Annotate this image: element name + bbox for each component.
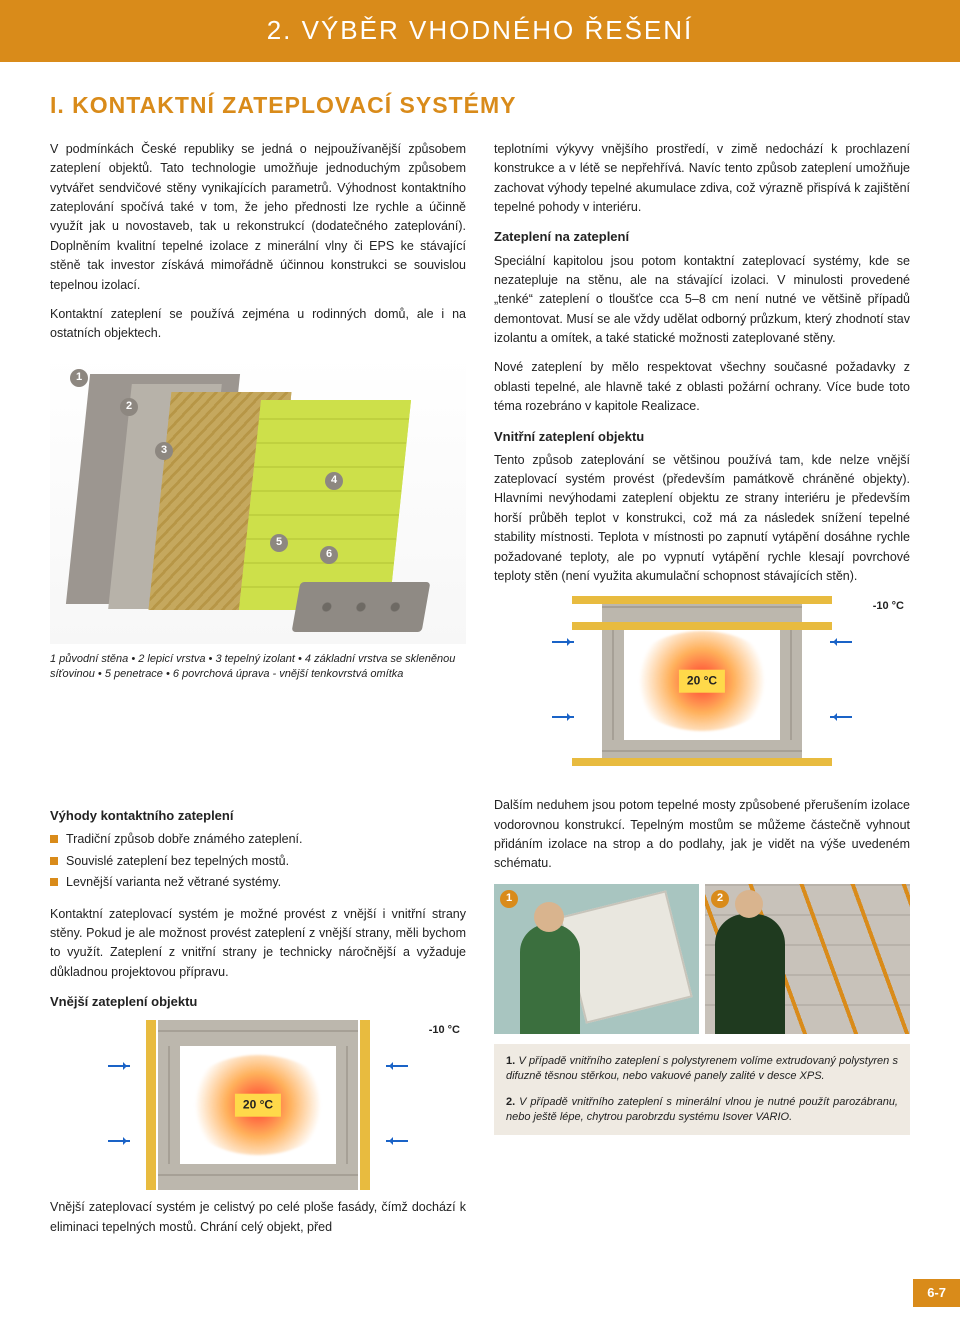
- figure-thermal-exterior: 20 °C -10 °C: [50, 1020, 466, 1190]
- upper-columns: V podmínkách České republiky se jedná o …: [50, 140, 910, 774]
- slab-bottom: [158, 1164, 358, 1190]
- note-1: 1. V případě vnitřního zateplení s polys…: [506, 1054, 898, 1085]
- banner-title: 2. VÝBĚR VHODNÉHO ŘEŠENÍ: [267, 15, 694, 45]
- temp-inside-label: 20 °C: [235, 1094, 281, 1117]
- left-column: V podmínkách České republiky se jedná o …: [50, 140, 466, 774]
- arrow-icon: [552, 716, 574, 718]
- right-column-lower: Dalším neduhem jsou potom tepelné mosty …: [494, 796, 910, 1247]
- right-column: teplotními výkyvy vnějšího prostředí, v …: [494, 140, 910, 774]
- photo-interior-insulation-1: 1: [494, 884, 699, 1034]
- heading-zatepleni-na-zatepleni: Zateplení na zateplení: [494, 227, 910, 247]
- right-p5: Dalším neduhem jsou potom tepelné mosty …: [494, 796, 910, 874]
- left-column-lower: Výhody kontaktního zateplení Tradiční zp…: [50, 796, 466, 1247]
- arrow-icon: [386, 1140, 408, 1142]
- callout-3: 3: [155, 442, 173, 460]
- temp-outside-label: -10 °C: [873, 598, 904, 615]
- callout-1: 1: [70, 369, 88, 387]
- arrow-icon: [830, 716, 852, 718]
- photo-tag-2: 2: [711, 890, 729, 908]
- notes-box: 1. V případě vnitřního zateplení s polys…: [494, 1044, 910, 1136]
- advantage-item: Souvislé zateplení bez tepelných mostů.: [50, 852, 466, 871]
- worker-silhouette: [520, 924, 580, 1034]
- note-2-label: 2.: [506, 1096, 515, 1108]
- arrow-icon: [108, 1140, 130, 1142]
- sample-brick: [292, 582, 431, 632]
- advantage-item: Tradiční způsob dobře známého zateplení.: [50, 830, 466, 849]
- layer-basecoat: [239, 400, 411, 610]
- note-1-label: 1.: [506, 1055, 515, 1067]
- lower-columns: Výhody kontaktního zateplení Tradiční zp…: [50, 796, 910, 1247]
- arrow-icon: [386, 1065, 408, 1067]
- heading-advantages: Výhody kontaktního zateplení: [50, 806, 466, 826]
- wall-left: [158, 1046, 180, 1164]
- right-p2: Speciální kapitolou jsou potom kontaktní…: [494, 252, 910, 349]
- heading-vnejsi-zatepleni: Vnější zateplení objektu: [50, 992, 466, 1012]
- left-p3: Kontaktní zateplovací systém je možné pr…: [50, 905, 466, 983]
- insulation-strip: [360, 1020, 370, 1190]
- worker-silhouette: [715, 914, 785, 1034]
- callout-2: 2: [120, 398, 138, 416]
- section-title: I. KONTAKTNÍ ZATEPLOVACÍ SYSTÉMY: [50, 88, 910, 124]
- right-p4: Tento způsob zateplování se většinou pou…: [494, 451, 910, 587]
- page-banner: 2. VÝBĚR VHODNÉHO ŘEŠENÍ: [0, 0, 960, 62]
- arrow-icon: [552, 641, 574, 643]
- insulation-strip: [572, 596, 832, 604]
- note-2-text: V případě vnitřního zateplení s mineráln…: [506, 1096, 898, 1123]
- left-p1: V podmínkách České republiky se jedná o …: [50, 140, 466, 295]
- figure1-caption: 1 původní stěna • 2 lepicí vrstva • 3 te…: [50, 652, 466, 683]
- arrow-icon: [830, 641, 852, 643]
- wall-right: [336, 1046, 358, 1164]
- slab-top: [158, 1020, 358, 1046]
- callout-6: 6: [320, 546, 338, 564]
- wall-left: [602, 622, 624, 740]
- insulation-strip: [572, 758, 832, 766]
- heading-vnitrni-zatepleni: Vnitřní zateplení objektu: [494, 427, 910, 447]
- advantages-list: Tradiční způsob dobře známého zateplení.…: [50, 830, 466, 892]
- temp-outside-label: -10 °C: [429, 1022, 460, 1039]
- right-p3: Nové zateplení by mělo respektovat všech…: [494, 358, 910, 416]
- wall-right: [780, 622, 802, 740]
- callout-4: 4: [325, 472, 343, 490]
- insulation-strip: [572, 622, 832, 630]
- note-1-text: V případě vnitřního zateplení s polystyr…: [506, 1055, 898, 1082]
- insulation-strip: [146, 1020, 156, 1190]
- figure-thermal-interior: 20 °C -10 °C: [494, 596, 910, 766]
- left-p2: Kontaktní zateplení se používá zejména u…: [50, 305, 466, 344]
- arrow-icon: [108, 1065, 130, 1067]
- right-p1: teplotními výkyvy vnějšího prostředí, v …: [494, 140, 910, 218]
- photo-row: 1 2: [494, 884, 910, 1034]
- temp-inside-label: 20 °C: [679, 670, 725, 693]
- left-p4: Vnější zateplovací systém je celistvý po…: [50, 1198, 466, 1237]
- note-2: 2. V případě vnitřního zateplení s miner…: [506, 1095, 898, 1126]
- callout-5: 5: [270, 534, 288, 552]
- photo-tag-1: 1: [500, 890, 518, 908]
- page-content: I. KONTAKTNÍ ZATEPLOVACÍ SYSTÉMY V podmí…: [0, 62, 960, 1317]
- photo-interior-insulation-2: 2: [705, 884, 910, 1034]
- advantage-item: Levnější varianta než větrané systémy.: [50, 873, 466, 892]
- page-number: 6-7: [913, 1279, 960, 1307]
- figure-wall-layers: 1 2 3 4 5 6: [50, 354, 466, 644]
